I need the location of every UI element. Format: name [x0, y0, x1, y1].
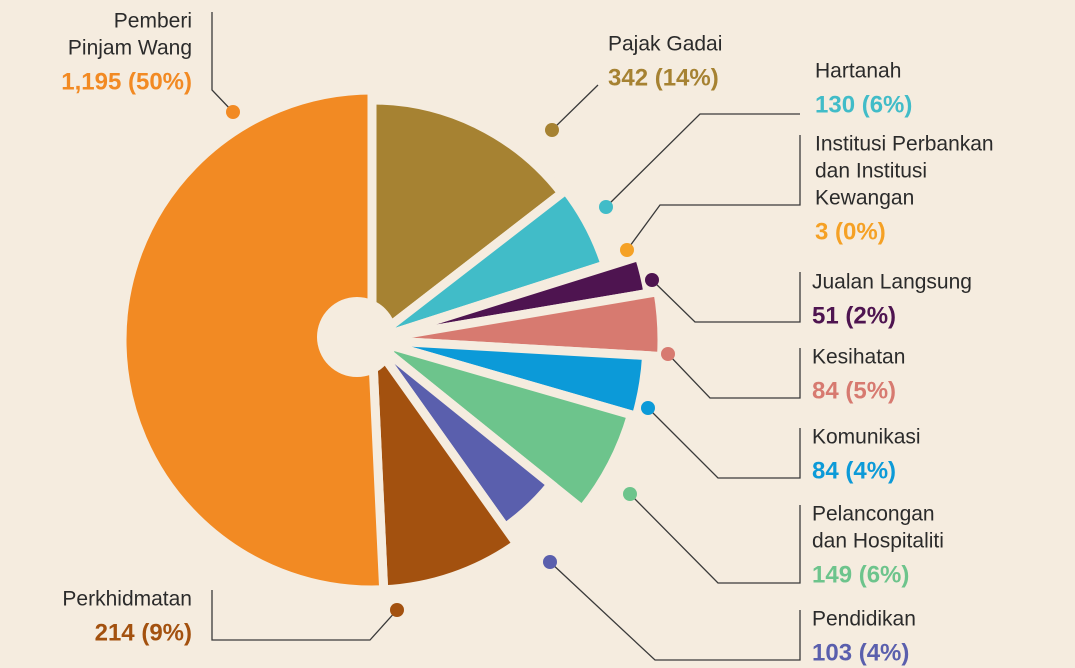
- slice-label: Jualan Langsung: [812, 271, 972, 294]
- value-label: 214 (9%): [95, 619, 192, 646]
- leader-line: [605, 113, 800, 208]
- leader-line: [211, 12, 234, 113]
- leader-line: [647, 407, 801, 479]
- slice-label: Institusi Perbankan: [815, 133, 994, 156]
- slice-label: Kesihatan: [812, 346, 905, 369]
- slice-label: Komunikasi: [812, 426, 921, 449]
- value-label: 130 (6%): [815, 91, 912, 118]
- leader-line: [211, 590, 398, 641]
- leader-dot: [390, 603, 404, 617]
- value-label: 51 (2%): [812, 302, 896, 329]
- slice-label: Pemberi: [114, 10, 192, 33]
- leader-dot: [661, 347, 675, 361]
- leader-dot: [623, 487, 637, 501]
- value-label: 342 (14%): [608, 64, 719, 91]
- leader-dot: [543, 555, 557, 569]
- leader-dot: [599, 200, 613, 214]
- pie-slice: [367, 95, 569, 350]
- value-label: 84 (4%): [812, 457, 896, 484]
- slice-label: Pelancongan: [812, 503, 935, 526]
- leader-line: [626, 135, 801, 251]
- leader-dot: [545, 123, 559, 137]
- leader-line: [629, 493, 801, 584]
- value-label: 103 (4%): [812, 639, 909, 666]
- center-hole: [317, 297, 397, 377]
- slice-label: Pajak Gadai: [608, 33, 722, 56]
- value-label: 1,195 (50%): [61, 68, 192, 95]
- leader-line: [651, 272, 801, 323]
- leader-dot: [645, 273, 659, 287]
- slice-label: Pinjam Wang: [68, 37, 192, 60]
- leader-dot: [226, 105, 240, 119]
- leader-line: [549, 561, 801, 661]
- slice-label: Hartanah: [815, 60, 901, 83]
- slice-label: dan Institusi: [815, 160, 927, 183]
- leader-line: [667, 348, 801, 399]
- value-label: 3 (0%): [815, 218, 886, 245]
- leader-dot: [620, 243, 634, 257]
- slice-label: dan Hospitaliti: [812, 530, 944, 553]
- leader-line: [551, 84, 599, 131]
- pie-slice: [366, 324, 524, 595]
- slice-label: Perkhidmatan: [62, 588, 192, 611]
- pie-slice: [117, 85, 389, 595]
- pie-slice: [369, 335, 637, 516]
- leader-dot: [641, 401, 655, 415]
- slice-label: Kewangan: [815, 187, 914, 210]
- value-label: 84 (5%): [812, 377, 896, 404]
- value-label: 149 (6%): [812, 561, 909, 588]
- slice-label: Pendidikan: [812, 608, 916, 631]
